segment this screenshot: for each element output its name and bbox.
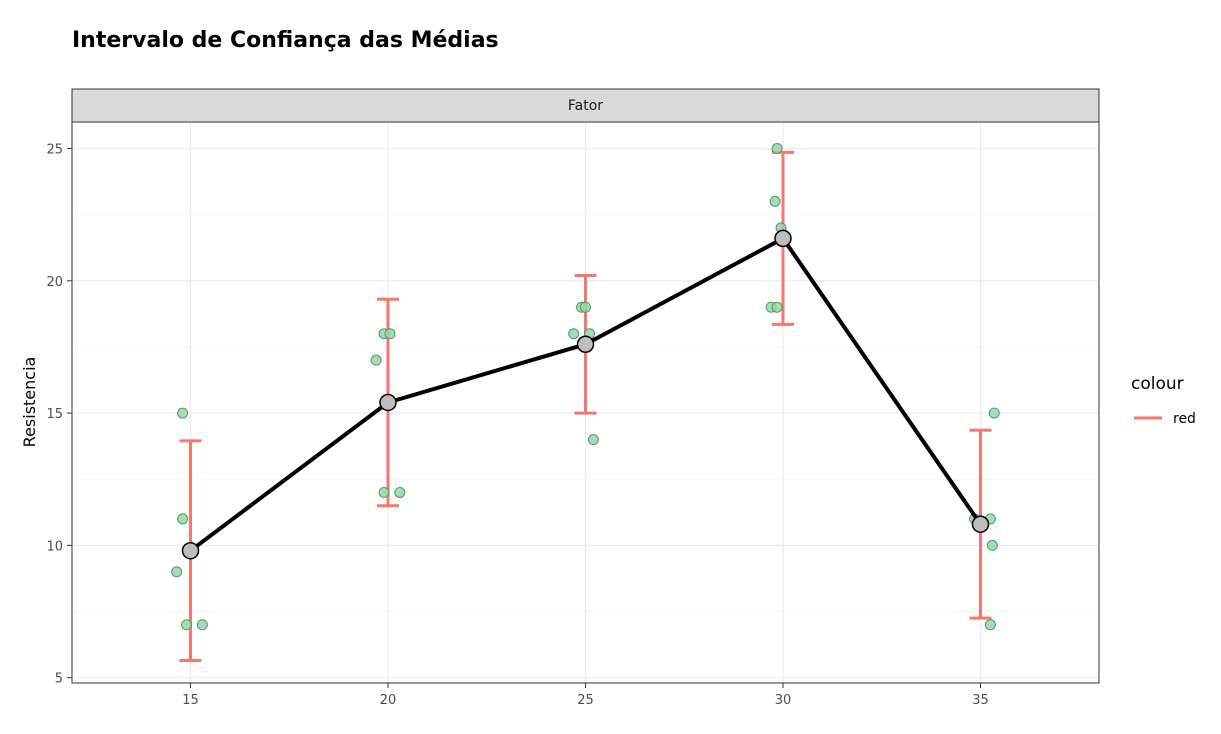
y-tick-label: 5: [55, 672, 63, 687]
observation-point: [580, 301, 591, 313]
x-tick-label: 15: [182, 693, 199, 708]
observation-point: [769, 195, 781, 207]
observation-point: [177, 407, 189, 419]
legend-title: colour: [1131, 374, 1184, 394]
mean-point: [576, 335, 595, 354]
mean-point: [379, 393, 397, 412]
y-tick-label: 20: [46, 275, 63, 290]
observation-point: [177, 513, 189, 525]
y-tick-label: 15: [46, 407, 63, 422]
observation-point: [587, 434, 599, 446]
legend: colour red: [1131, 374, 1196, 427]
observation-point: [181, 619, 193, 631]
observation-point: [171, 566, 183, 578]
mean-point: [774, 229, 792, 248]
observation-point: [394, 486, 406, 498]
facet-strip-label: Fator: [568, 98, 603, 114]
observation-point: [986, 539, 998, 551]
y-axis-title: Resistencia: [20, 357, 39, 448]
plot-panel: 5 10 15 20 25 15 20 25 30 35: [46, 121, 1100, 708]
mean-point: [181, 541, 200, 560]
observation-point: [984, 619, 996, 631]
observation-point: [370, 354, 382, 366]
chart-title: Intervalo de Confiança das Médias: [72, 28, 499, 53]
y-tick-label: 25: [46, 142, 63, 157]
facet-strip: [71, 88, 1100, 123]
x-tick-label: 25: [577, 693, 594, 708]
x-tick-label: 35: [972, 693, 989, 708]
observation-point: [771, 301, 783, 313]
y-tick-label: 10: [46, 539, 63, 554]
observation-point: [384, 328, 396, 340]
mean-point: [971, 515, 990, 533]
observation-point: [378, 486, 390, 498]
observation-point: [988, 407, 1000, 419]
x-tick-label: 30: [775, 693, 792, 708]
observation-point: [196, 619, 208, 631]
observation-point: [568, 328, 580, 340]
legend-label-red: red: [1173, 411, 1196, 427]
observation-point: [771, 142, 783, 154]
x-tick-label: 20: [380, 693, 397, 708]
